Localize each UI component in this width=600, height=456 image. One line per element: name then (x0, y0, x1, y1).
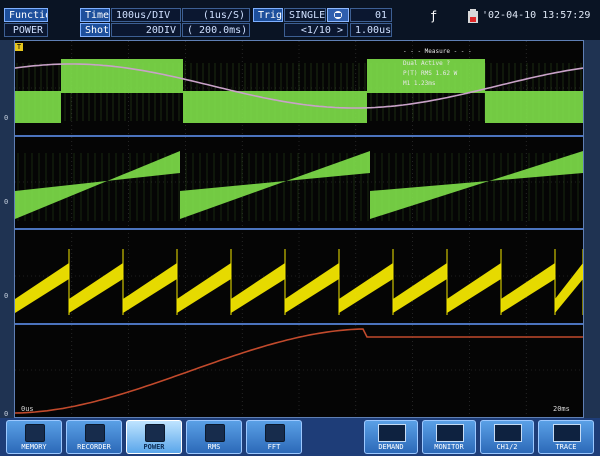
channel-button[interactable]: CH1/2 (480, 420, 534, 454)
memory-button-label: MEMORY (21, 443, 47, 451)
battery-icon (468, 9, 480, 25)
power-button-label: POWER (143, 443, 165, 451)
demand-button-label: DEMAND (378, 443, 404, 451)
ch4-zero-marker[interactable]: 0 (4, 410, 9, 418)
pink-sine-trace (15, 63, 583, 109)
measure-line-1: Dual Active ? (403, 60, 450, 67)
trig-time: 1.00us (350, 23, 392, 37)
yellow-sawtooth-trace (15, 249, 583, 315)
trig-mode[interactable]: SINGLE (284, 8, 326, 22)
trig-label[interactable]: Trig (253, 8, 283, 22)
date-time: '02-04-10 13:57:29 (482, 10, 591, 21)
channel-button-label: CH1/2 (496, 443, 518, 451)
waveform-svg: - - - Measure - - - Dual Active ? P(T) R… (15, 41, 583, 417)
power-button[interactable]: POWER (126, 420, 182, 454)
shot-value[interactable]: 20DIV (111, 23, 181, 37)
measure-box: - - - Measure - - - Dual Active ? P(T) R… (403, 48, 472, 87)
settings-bar: Function POWER Time 100us/DIV (1us/S) Sh… (0, 0, 600, 40)
ch3-zero-marker[interactable]: 0 (4, 292, 9, 300)
power-icon (145, 424, 165, 442)
function-label[interactable]: Function (4, 8, 48, 22)
time-start-label: 0us (21, 405, 34, 413)
monitor-button-label: MONITOR (434, 443, 464, 451)
fft-button[interactable]: FFT (246, 420, 302, 454)
function-value[interactable]: POWER (4, 23, 48, 37)
demand-icon (378, 424, 406, 442)
trig-count: 01 (350, 8, 392, 22)
rms-button[interactable]: RMS (186, 420, 242, 454)
channel-icon (494, 424, 522, 442)
fft-button-label: FFT (267, 443, 281, 451)
rms-button-label: RMS (207, 443, 221, 451)
time-end-label: 20ms (553, 405, 570, 413)
trace-button-label: TRACE (555, 443, 577, 451)
monitor-icon (436, 424, 464, 442)
rms-icon (205, 424, 225, 442)
time-label[interactable]: Time (80, 8, 110, 22)
recorder-button[interactable]: RECORDER (66, 420, 122, 454)
time-value[interactable]: 100us/DIV (111, 8, 181, 22)
measure-title: - - - Measure - - - (403, 48, 472, 55)
trigger-marker[interactable]: T (15, 43, 23, 51)
red-integral-trace (15, 328, 583, 414)
trig-position[interactable]: <1/10 > (284, 23, 348, 37)
green-sawtooth-trace (15, 151, 583, 221)
measure-line-2: P(T) RMS 1.62 W (403, 70, 458, 77)
recorder-icon (85, 424, 105, 442)
trace-button[interactable]: TRACE (538, 420, 594, 454)
green-square-wave-trace (15, 59, 583, 123)
key-lock-icon: ƒ (430, 9, 438, 23)
ch2-zero-marker[interactable]: 0 (4, 198, 9, 206)
measure-line-3: M1 1.23ms (403, 80, 436, 87)
time-sample-rate: (1us/S) (182, 8, 250, 22)
monitor-button[interactable]: MONITOR (422, 420, 476, 454)
ch1-zero-marker[interactable]: 0 (4, 114, 9, 122)
memory-button[interactable]: MEMORY (6, 420, 62, 454)
channel-dividers (15, 135, 583, 325)
fft-icon (265, 424, 285, 442)
recorder-button-label: RECORDER (77, 443, 111, 451)
demand-button[interactable]: DEMAND (364, 420, 418, 454)
shot-duration: ( 200.0ms) (182, 23, 250, 37)
memory-icon (25, 424, 45, 442)
function-toolbar: MEMORY RECORDER POWER RMS FFT DEMAND MON… (0, 418, 600, 456)
trigger-settings-icon[interactable] (327, 8, 349, 22)
waveform-display[interactable]: - - - Measure - - - Dual Active ? P(T) R… (14, 40, 584, 418)
trace-icon (553, 424, 581, 442)
shot-label[interactable]: Shot (80, 23, 110, 37)
